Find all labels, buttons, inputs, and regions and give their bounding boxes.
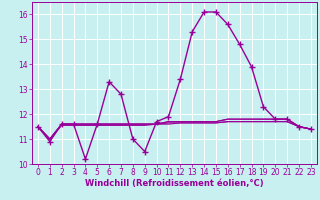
X-axis label: Windchill (Refroidissement éolien,°C): Windchill (Refroidissement éolien,°C): [85, 179, 264, 188]
